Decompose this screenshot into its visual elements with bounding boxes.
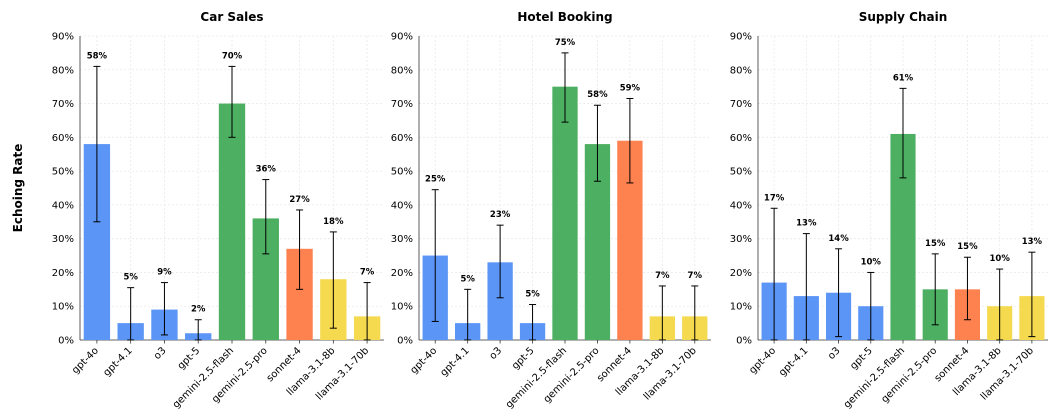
x-tick-label: gemini-2.5-flash xyxy=(842,345,907,410)
x-tick-label: gemini-2.5-pro xyxy=(880,345,940,405)
y-tick-label: 30% xyxy=(391,234,413,245)
y-tick-label: 80% xyxy=(730,65,752,76)
x-tick-label: o3 xyxy=(826,345,843,362)
y-tick-label: 90% xyxy=(391,32,413,43)
y-tick-label: 20% xyxy=(52,268,74,279)
x-tick-label: gpt-4.1 xyxy=(438,345,471,378)
data-label: 7% xyxy=(655,271,670,281)
data-label: 10% xyxy=(861,257,882,267)
x-tick-label: gemini-2.5-flash xyxy=(171,345,236,410)
data-label: 58% xyxy=(87,51,108,61)
y-tick-label: 20% xyxy=(730,268,752,279)
x-tick-label: gpt-4.1 xyxy=(777,345,810,378)
data-label: 13% xyxy=(1022,237,1043,247)
x-tick-label: gpt-4o xyxy=(408,345,439,376)
y-tick-label: 30% xyxy=(52,234,74,245)
y-tick-label: 50% xyxy=(52,167,74,178)
data-label: 36% xyxy=(256,165,277,175)
y-tick-label: 80% xyxy=(52,65,74,76)
data-label: 7% xyxy=(360,268,375,278)
y-tick-label: 10% xyxy=(391,302,413,313)
x-tick-label: gpt-5 xyxy=(510,345,537,372)
y-tick-label: 30% xyxy=(730,234,752,245)
y-tick-label: 20% xyxy=(391,268,413,279)
x-tick-label: gpt-5 xyxy=(848,345,875,372)
data-label: 2% xyxy=(191,305,206,315)
data-label: 70% xyxy=(222,51,243,61)
y-tick-label: 60% xyxy=(391,133,413,144)
data-label: 13% xyxy=(796,219,817,229)
data-label: 58% xyxy=(587,90,608,100)
y-tick-label: 70% xyxy=(730,99,752,110)
y-tick-label: 60% xyxy=(52,133,74,144)
data-label: 18% xyxy=(323,217,344,227)
chart-title: Supply Chain xyxy=(859,10,948,24)
data-label: 59% xyxy=(620,83,641,93)
y-tick-label: 0% xyxy=(736,336,752,347)
y-tick-label: 50% xyxy=(730,167,752,178)
y-tick-label: 90% xyxy=(52,32,74,43)
data-label: 25% xyxy=(425,175,446,185)
data-label: 27% xyxy=(289,195,310,205)
y-tick-label: 80% xyxy=(391,65,413,76)
data-label: 61% xyxy=(893,73,914,83)
data-label: 7% xyxy=(688,271,703,281)
y-tick-label: 60% xyxy=(730,133,752,144)
data-label: 10% xyxy=(989,254,1010,264)
data-label: 23% xyxy=(490,210,511,220)
x-tick-label: o3 xyxy=(152,345,169,362)
y-tick-label: 10% xyxy=(52,302,74,313)
data-label: 14% xyxy=(828,234,849,244)
chart-title: Car Sales xyxy=(200,10,263,24)
chart-panel-0: 0% 10% 20% 30% 40% 50% 60% 70% 80% 90% Car Sales 58… xyxy=(52,10,384,411)
bar-gemini-2.5-flash xyxy=(218,103,246,340)
y-tick-label: 10% xyxy=(730,302,752,313)
data-label: 75% xyxy=(555,38,576,48)
x-tick-label: o3 xyxy=(488,345,505,362)
data-label: 15% xyxy=(925,239,946,249)
data-label: 17% xyxy=(764,193,785,203)
chart-panel-1: 0% 10% 20% 30% 40% 50% 60% 70% 80% 90% Hotel Booki… xyxy=(391,10,711,411)
x-tick-label: gpt-4o xyxy=(70,345,101,376)
data-label: 15% xyxy=(957,242,978,252)
y-tick-label: 70% xyxy=(52,99,74,110)
data-label: 5% xyxy=(123,273,138,283)
y-tick-label: 40% xyxy=(391,200,413,211)
y-tick-label: 40% xyxy=(52,200,74,211)
bar-gemini-2.5-flash xyxy=(552,86,578,341)
x-tick-label: gpt-4.1 xyxy=(101,345,134,378)
y-tick-label: 70% xyxy=(391,99,413,110)
x-tick-label: gemini-2.5-flash xyxy=(504,345,569,410)
x-tick-label: gpt-4o xyxy=(747,345,778,376)
y-tick-label: 40% xyxy=(730,200,752,211)
y-tick-label: 50% xyxy=(391,167,413,178)
chart-panel-2: 0% 10% 20% 30% 40% 50% 60% 70% 80% 90% Supply Chai… xyxy=(730,10,1048,411)
data-label: 5% xyxy=(460,274,475,284)
y-tick-label: 0% xyxy=(58,336,74,347)
data-label: 5% xyxy=(525,290,540,300)
chart-title: Hotel Booking xyxy=(517,10,612,24)
y-axis-label: Echoing Rate xyxy=(11,144,25,233)
x-tick-label: gemini-2.5-pro xyxy=(542,345,602,405)
y-tick-label: 90% xyxy=(730,32,752,43)
x-tick-label: gpt-5 xyxy=(176,345,203,372)
y-tick-label: 0% xyxy=(397,336,413,347)
data-label: 9% xyxy=(157,268,172,278)
